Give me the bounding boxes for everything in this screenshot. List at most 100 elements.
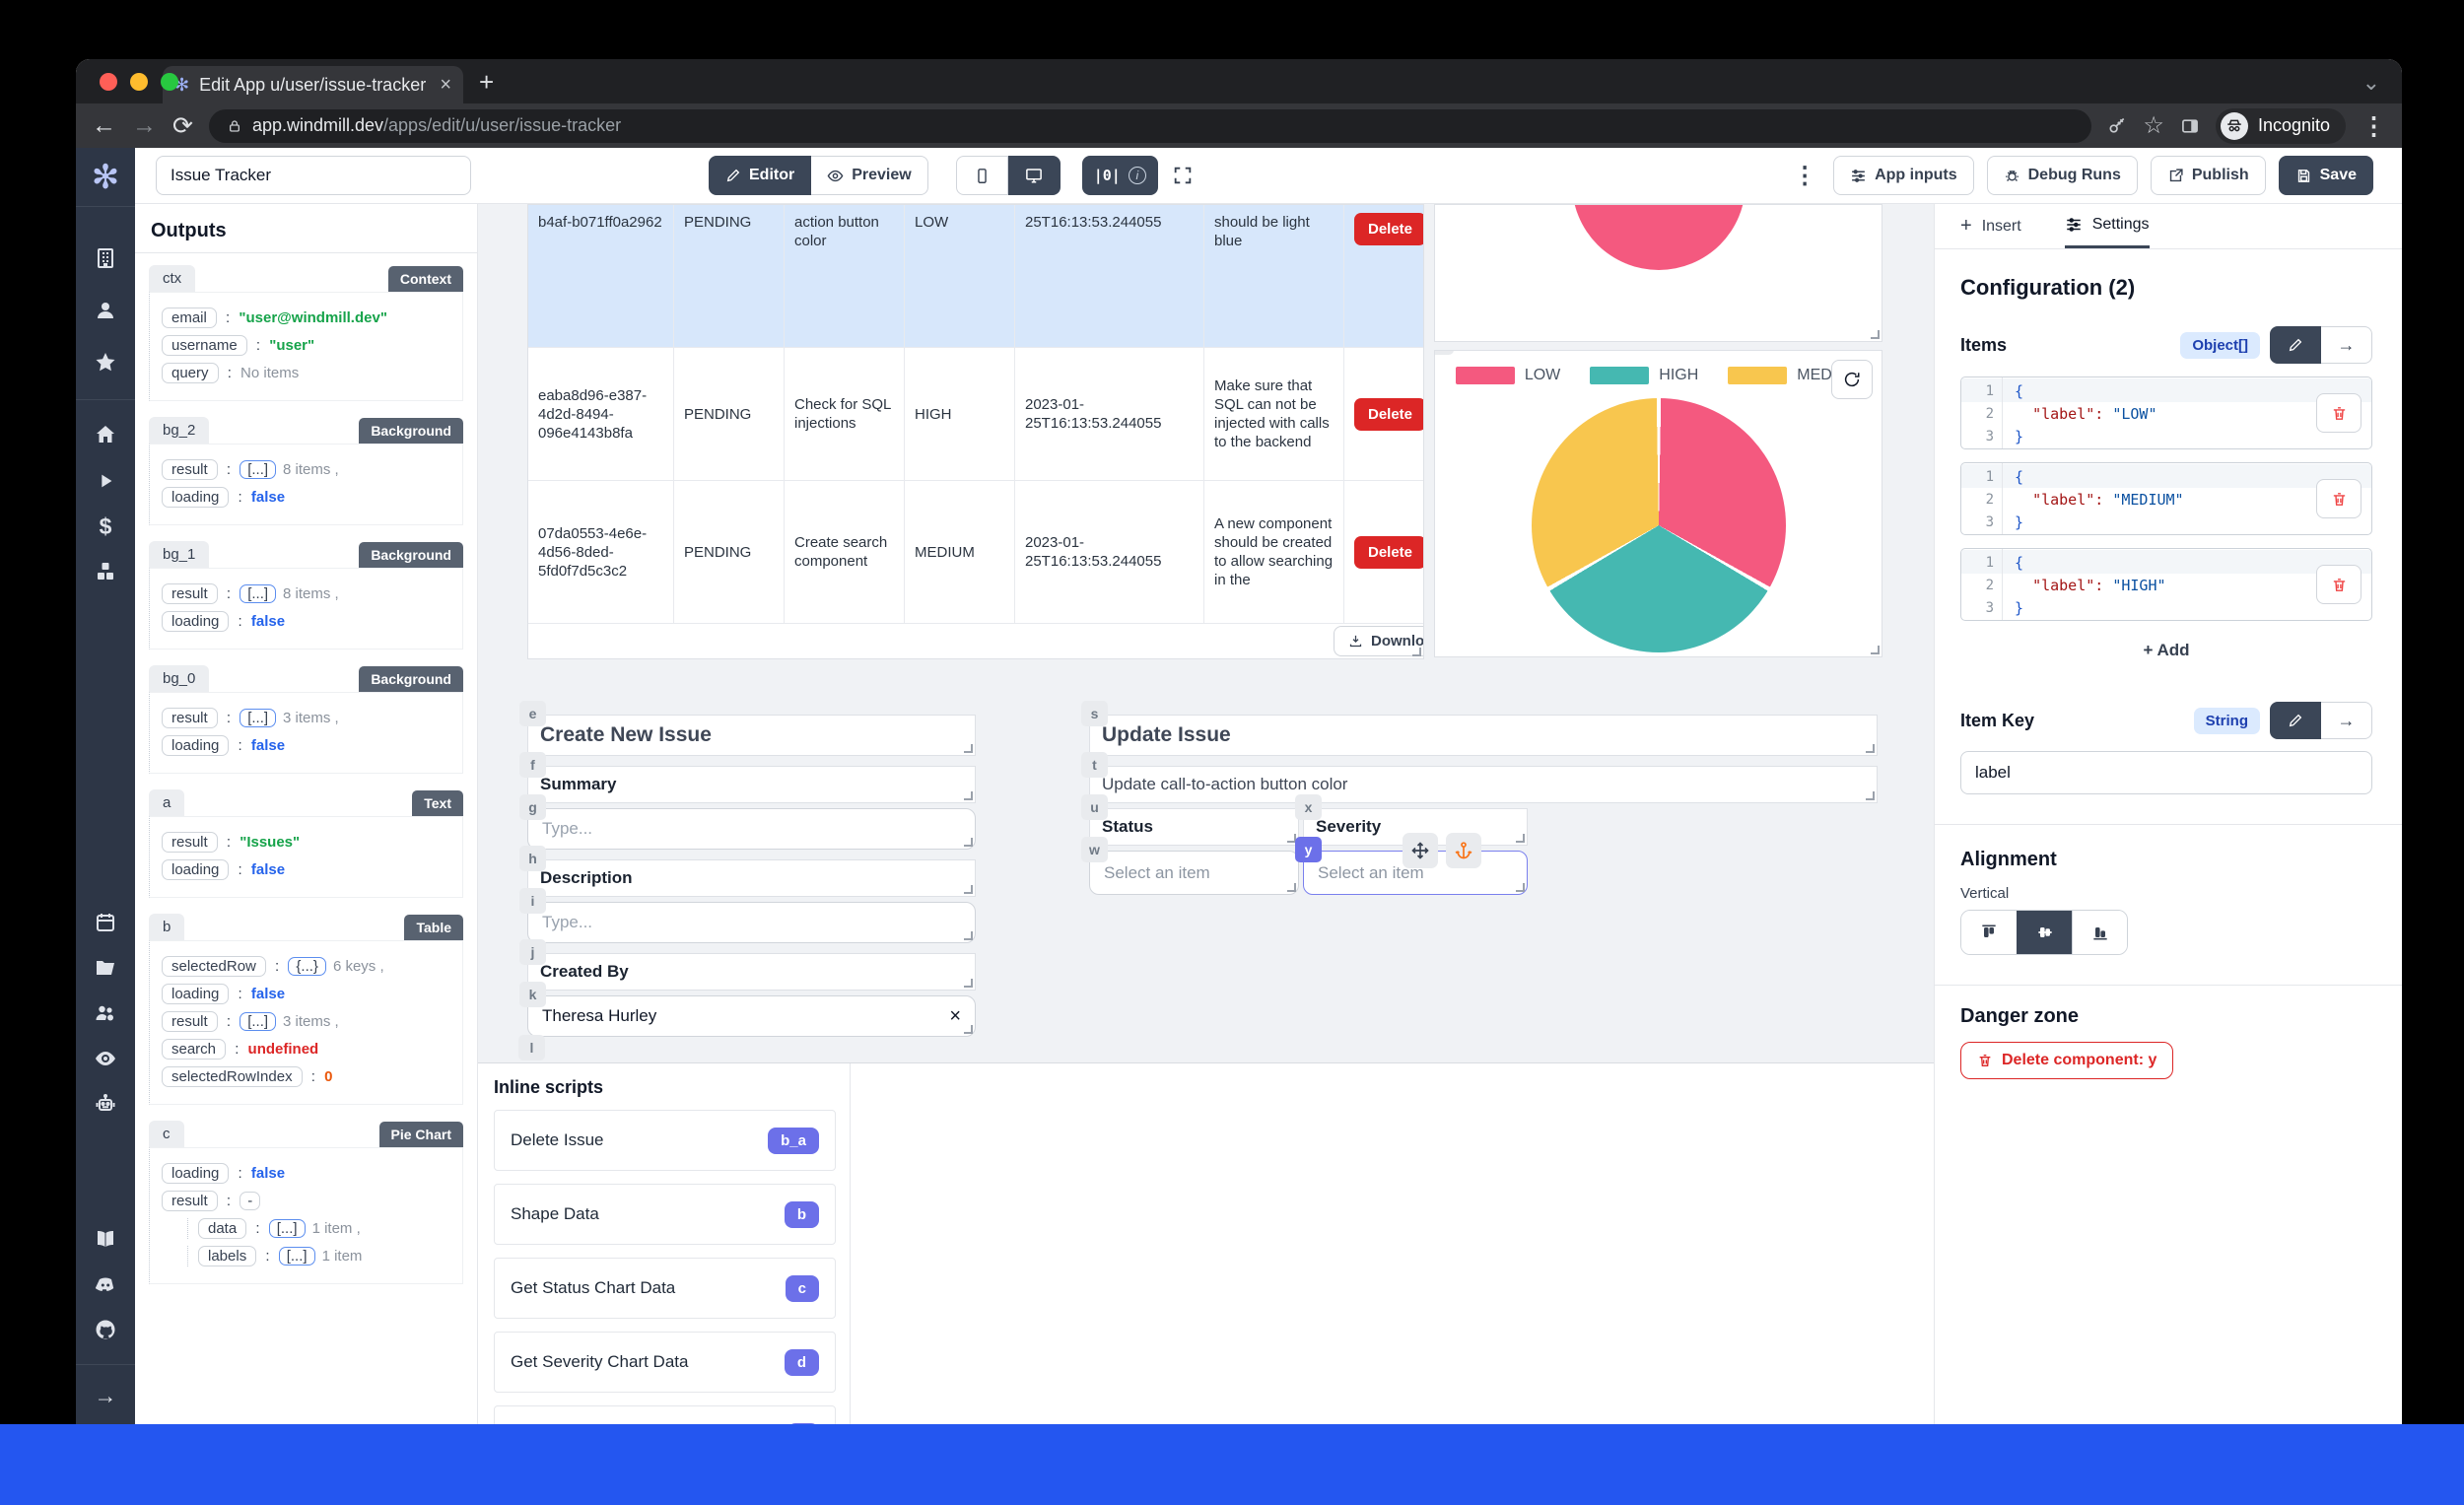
output-component-id[interactable]: c: [149, 1121, 184, 1147]
docs-book-icon[interactable]: [93, 1226, 118, 1252]
inline-script-item[interactable]: Get Status Chart Data c: [494, 1258, 836, 1319]
output-key[interactable]: email: [162, 308, 217, 328]
issues-table-component[interactable]: b4af-b071ff0a2962 PENDING action button co…: [527, 204, 1424, 659]
forward-icon[interactable]: →: [132, 111, 157, 139]
component-tag-f[interactable]: f: [519, 752, 546, 778]
status-select-component[interactable]: w Select an item: [1081, 837, 1299, 895]
windmill-logo-icon[interactable]: ✻: [76, 148, 135, 207]
collapse-arrow-icon[interactable]: →: [94, 1382, 117, 1408]
output-key[interactable]: result: [162, 832, 218, 853]
github-icon[interactable]: [93, 1317, 118, 1342]
expand-token[interactable]: [...]: [268, 1219, 306, 1238]
output-key[interactable]: loading: [162, 984, 230, 1004]
tab-search-chevron-icon[interactable]: ⌄: [2361, 70, 2380, 95]
component-tag-j[interactable]: j: [519, 939, 546, 965]
maximize-window-button[interactable]: [161, 73, 178, 91]
component-tag-y-selected[interactable]: y: [1295, 837, 1322, 862]
component-tag-h[interactable]: h: [519, 846, 546, 871]
expand-token[interactable]: [...]: [240, 709, 277, 727]
output-key[interactable]: result: [162, 583, 218, 604]
expand-token[interactable]: [...]: [278, 1247, 315, 1266]
item-json-editor[interactable]: 1 2 3{ "label": "MEDIUM"}: [1960, 462, 2372, 535]
user-icon[interactable]: [93, 298, 118, 323]
output-key[interactable]: result: [162, 1011, 218, 1032]
output-component-id[interactable]: bg_2: [149, 417, 210, 444]
output-key[interactable]: username: [162, 335, 247, 356]
description-input[interactable]: [528, 913, 975, 932]
mobile-view-button[interactable]: [955, 156, 1008, 195]
home-icon[interactable]: [93, 422, 118, 447]
output-key[interactable]: loading: [162, 611, 230, 632]
delete-issue-button[interactable]: Delete: [1354, 397, 1423, 431]
output-key[interactable]: query: [162, 363, 219, 383]
status-pie-chart-component[interactable]: [1434, 204, 1882, 342]
discord-icon[interactable]: [93, 1271, 118, 1297]
app-inputs-button[interactable]: App inputs: [1833, 156, 1974, 195]
legend-label[interactable]: LOW: [1524, 367, 1561, 383]
severity-pie-chart-component[interactable]: d LOW HIGH MEDIUM: [1434, 350, 1882, 657]
browser-menu-kebab-icon[interactable]: ⋮: [2361, 111, 2386, 140]
inline-script-item[interactable]: Shape Data b: [494, 1184, 836, 1245]
new-tab-button[interactable]: +: [479, 67, 495, 97]
output-component-id[interactable]: bg_0: [149, 665, 210, 692]
minimize-window-button[interactable]: [130, 73, 148, 91]
delete-item-button[interactable]: [2316, 393, 2361, 433]
table-row[interactable]: 07da0553-4e6e-4d56-8ded-5fd0f7d5c3c2 PEND…: [528, 481, 1423, 624]
create-issue-heading-component[interactable]: e Create New Issue: [519, 701, 976, 756]
editor-mode-button[interactable]: Editor: [709, 156, 812, 195]
item-key-input[interactable]: [1960, 751, 2372, 794]
publish-button[interactable]: Publish: [2150, 156, 2266, 195]
runs-play-icon[interactable]: [93, 468, 118, 494]
align-bottom-button[interactable]: [2072, 911, 2127, 954]
output-key[interactable]: loading: [162, 735, 230, 756]
output-key[interactable]: data: [198, 1218, 247, 1239]
script-component-badge[interactable]: c: [785, 1274, 819, 1302]
edit-pencil-button[interactable]: [2270, 702, 2321, 739]
expand-token[interactable]: [...]: [240, 460, 277, 479]
info-icon[interactable]: i: [1128, 167, 1146, 184]
variables-dollar-icon[interactable]: $: [99, 513, 112, 539]
anchor-icon[interactable]: [1446, 833, 1481, 868]
output-key[interactable]: loading: [162, 859, 230, 880]
output-key[interactable]: selectedRow: [162, 956, 266, 977]
script-component-badge[interactable]: b_a: [768, 1127, 819, 1154]
browser-tab[interactable]: ✻ Edit App u/user/issue-tracker | ×: [163, 66, 463, 103]
inline-script-item[interactable]: Create Issuer: [494, 1405, 836, 1424]
expand-token[interactable]: [...]: [240, 584, 277, 603]
side-panel-icon[interactable]: [2180, 116, 2200, 136]
component-tag-w[interactable]: w: [1081, 837, 1108, 862]
output-key[interactable]: loading: [162, 487, 230, 508]
script-component-badge[interactable]: r: [787, 1422, 819, 1424]
app-canvas[interactable]: b4af-b071ff0a2962 PENDING action button co…: [478, 204, 1934, 1424]
align-top-button[interactable]: [1961, 911, 2017, 954]
password-key-icon[interactable]: [2107, 116, 2127, 136]
edit-pencil-button[interactable]: [2270, 326, 2321, 364]
folders-icon[interactable]: [93, 955, 118, 981]
table-row[interactable]: eaba8d96-e387-4d2d-8494-096e4143b8fa PEND…: [528, 348, 1423, 481]
align-center-button[interactable]: [2017, 911, 2072, 954]
delete-component-button[interactable]: Delete component: y: [1960, 1042, 2174, 1079]
refresh-chart-button[interactable]: [1831, 360, 1873, 399]
output-key[interactable]: labels: [198, 1246, 257, 1266]
workers-robot-icon[interactable]: [93, 1091, 118, 1117]
delete-item-button[interactable]: [2316, 479, 2361, 518]
component-tag-l[interactable]: l: [518, 1035, 545, 1060]
description-label-component[interactable]: h Description: [519, 846, 976, 897]
move-handle-icon[interactable]: [1403, 833, 1438, 868]
output-component-id[interactable]: a: [149, 789, 185, 816]
back-icon[interactable]: ←: [92, 111, 116, 139]
update-issue-heading-component[interactable]: s Update Issue: [1081, 701, 1878, 756]
bookmark-star-icon[interactable]: ☆: [2143, 112, 2164, 139]
address-bar[interactable]: app.windmill.dev/apps/edit/u/user/issue-…: [208, 108, 2092, 143]
output-component-id[interactable]: b: [149, 914, 185, 940]
app-name-input[interactable]: [156, 156, 471, 195]
component-tag-t[interactable]: t: [1081, 752, 1108, 778]
script-component-badge[interactable]: d: [784, 1348, 819, 1376]
expand-arrow-button[interactable]: →: [2321, 702, 2372, 739]
component-tag-s[interactable]: s: [1081, 701, 1108, 726]
close-window-button[interactable]: [100, 73, 117, 91]
expand-arrow-button[interactable]: →: [2321, 326, 2372, 364]
tab-settings[interactable]: Settings: [2064, 204, 2150, 248]
add-item-button[interactable]: + Add: [2143, 641, 2190, 659]
item-json-editor[interactable]: 1 2 3{ "label": "LOW"}: [1960, 376, 2372, 449]
